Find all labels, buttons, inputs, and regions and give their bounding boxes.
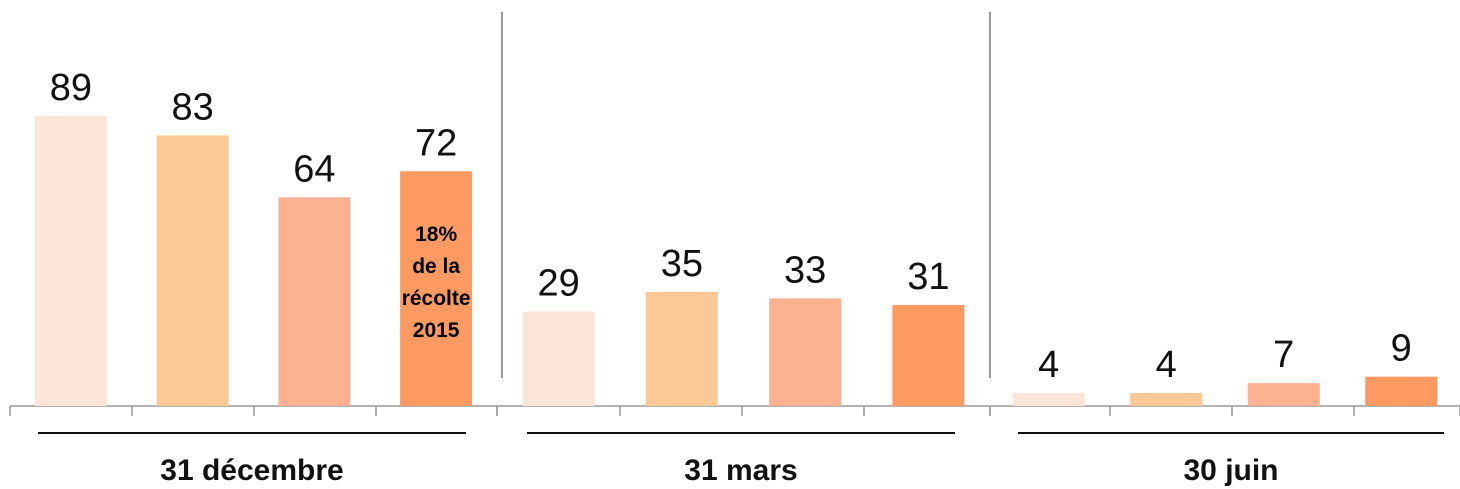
group-label: 31 mars [684, 454, 797, 487]
bar-annotation-text: récolte [402, 287, 471, 310]
bar [157, 135, 229, 406]
bar [1130, 393, 1202, 406]
bar-value-label: 83 [171, 86, 213, 128]
bar-value-label: 64 [293, 148, 335, 190]
group-label: 30 juin [1183, 454, 1278, 487]
bar-value-label: 72 [415, 122, 457, 164]
bar-value-label: 35 [661, 243, 703, 285]
bar-annotation-text: de la [412, 255, 460, 278]
bar [646, 292, 718, 406]
bar-value-label: 29 [537, 262, 579, 304]
bar-value-label: 89 [50, 67, 92, 109]
bar-value-label: 7 [1273, 334, 1294, 376]
bar-value-label: 9 [1391, 328, 1412, 370]
bar-value-label: 31 [907, 256, 949, 298]
bar [1248, 383, 1320, 406]
bar-value-label: 33 [784, 249, 826, 291]
bar [523, 311, 595, 406]
bar [769, 298, 841, 406]
bar-annotation-text: 2015 [413, 319, 460, 342]
group-label: 31 décembre [160, 454, 343, 487]
bar [892, 305, 964, 406]
bar-annotation-text: 18% [415, 223, 457, 246]
bar [1013, 393, 1085, 406]
bar [1365, 377, 1437, 406]
bar [35, 116, 107, 406]
bar-value-label: 4 [1038, 344, 1059, 386]
bar [278, 197, 350, 406]
bar-value-label: 4 [1156, 344, 1177, 386]
